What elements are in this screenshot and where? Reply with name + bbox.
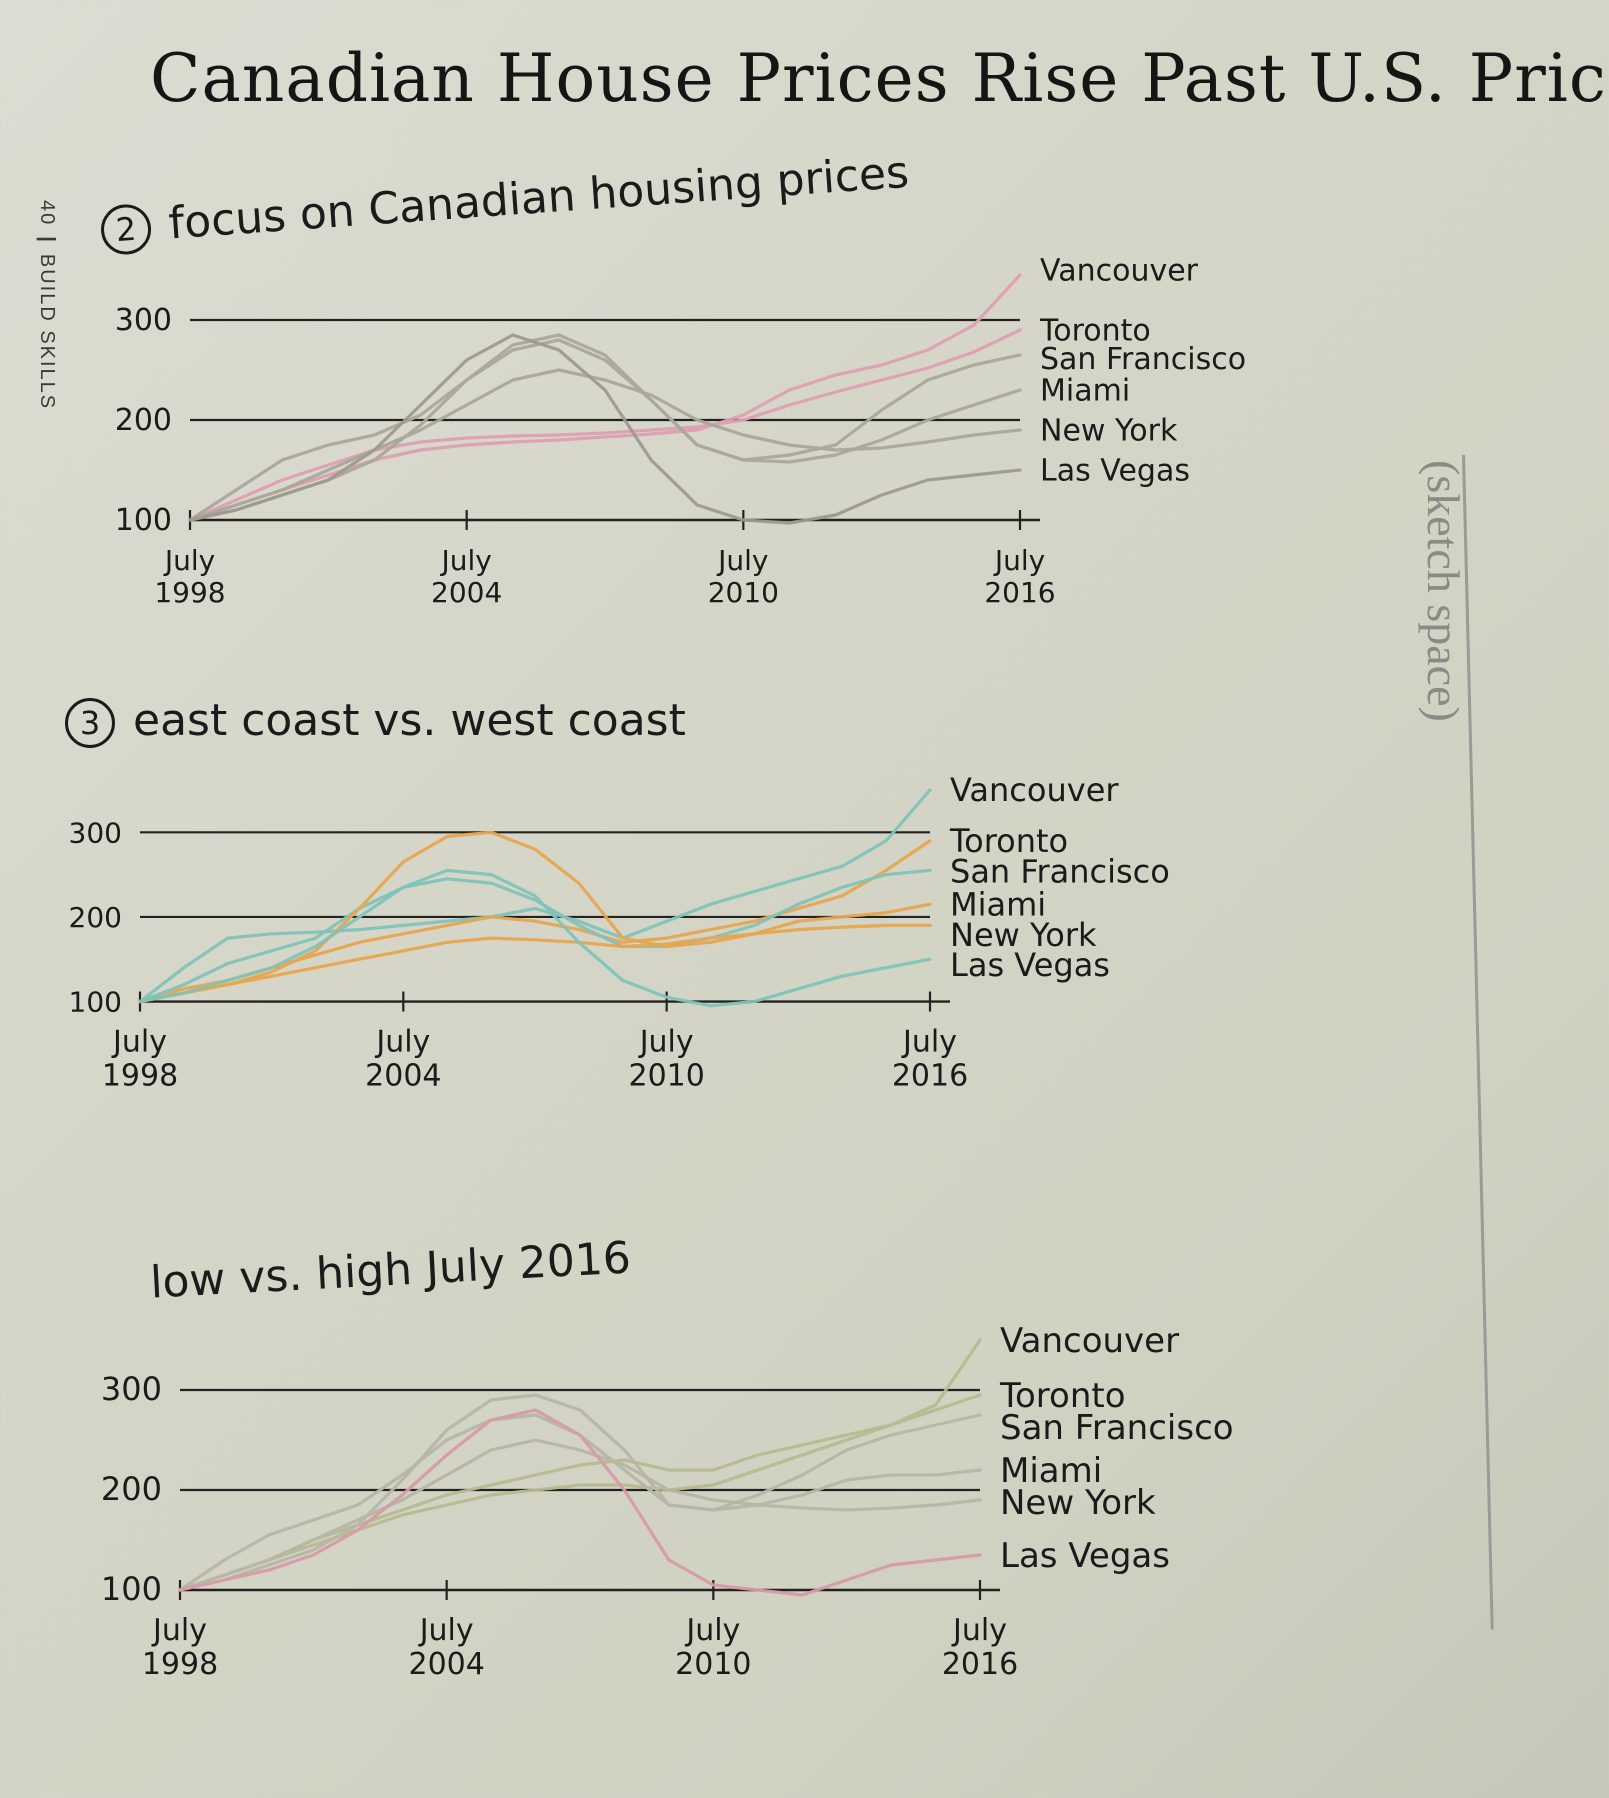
- x-tick-label: 1998: [102, 1059, 178, 1094]
- x-tick-label: 2004: [431, 576, 502, 609]
- y-tick-label: 300: [101, 1370, 162, 1408]
- series-label: Vancouver: [1000, 1321, 1179, 1361]
- series-line-san-francisco: [178, 1413, 982, 1592]
- section-heading-4: low vs. high July 2016: [149, 1232, 632, 1308]
- x-tick-label: July: [993, 544, 1045, 577]
- series-label: Miami: [1040, 374, 1130, 409]
- section-heading-3: 3 east coast vs. west coast: [65, 695, 686, 748]
- series-label: Toronto: [999, 1376, 1126, 1416]
- series-line-miami: [188, 333, 1022, 522]
- x-tick-label: July: [638, 1025, 694, 1060]
- x-tick-label: 2010: [708, 576, 779, 609]
- series-line-toronto: [178, 1393, 982, 1592]
- series-label: Las Vegas: [950, 946, 1110, 984]
- x-tick-label: July: [418, 1613, 474, 1648]
- series-line-las-vegas: [138, 868, 932, 1008]
- x-tick-label: July: [151, 1613, 207, 1648]
- series-label: Miami: [1000, 1451, 1102, 1491]
- y-tick-label: 300: [69, 816, 122, 849]
- x-tick-label: 1998: [154, 576, 225, 609]
- x-tick-label: July: [163, 544, 215, 577]
- series-label: Toronto: [1039, 314, 1151, 349]
- chart-east-vs-west: 100200300July1998July2004July2010July201…: [69, 771, 1170, 1094]
- x-tick-label: July: [111, 1025, 167, 1060]
- series-line-new-york: [178, 1438, 982, 1592]
- margin-separator: |: [36, 236, 58, 244]
- sketch-space-label: (sketch space): [1418, 460, 1469, 722]
- x-tick-label: 2016: [984, 576, 1055, 609]
- chart-low-vs-high: 100200300July1998July2004July2010July201…: [101, 1321, 1234, 1682]
- series-line-las-vegas: [178, 1408, 982, 1597]
- series-label: New York: [1000, 1483, 1156, 1523]
- series-line-new-york: [138, 923, 932, 1004]
- x-tick-label: 2004: [408, 1647, 484, 1682]
- x-tick-label: 1998: [142, 1647, 218, 1682]
- series-label: New York: [950, 916, 1097, 954]
- series-line-vancouver: [188, 273, 1022, 522]
- y-tick-label: 300: [115, 303, 172, 338]
- section-heading-text: low vs. high July 2016: [148, 1232, 633, 1309]
- y-tick-label: 200: [69, 901, 122, 934]
- series-line-vancouver: [138, 788, 932, 1004]
- section-heading-text: east coast vs. west coast: [133, 695, 686, 746]
- series-line-san-francisco: [138, 868, 932, 1004]
- series-label: New York: [1040, 414, 1178, 449]
- series-label: Vancouver: [1040, 254, 1199, 289]
- section-number-badge: 2: [99, 202, 153, 257]
- y-tick-label: 100: [69, 986, 122, 1019]
- series-line-toronto: [188, 328, 1022, 522]
- series-label: Vancouver: [950, 771, 1119, 809]
- series-line-new-york: [188, 368, 1022, 522]
- series-label: Miami: [950, 885, 1046, 923]
- x-tick-label: 2010: [675, 1647, 751, 1682]
- section-heading-text: focus on Canadian housing prices: [166, 146, 911, 250]
- series-label: Toronto: [949, 822, 1068, 860]
- x-tick-label: 2016: [892, 1059, 968, 1094]
- y-tick-label: 200: [115, 403, 172, 438]
- x-tick-label: July: [684, 1613, 740, 1648]
- y-tick-label: 100: [115, 503, 172, 538]
- page-margin-note: 40 | BUILD SKILLS: [35, 200, 58, 410]
- series-label: San Francisco: [1000, 1408, 1234, 1448]
- x-tick-label: July: [716, 544, 768, 577]
- page-title: Canadian House Prices Rise Past U.S. Pri…: [150, 40, 1609, 117]
- series-label: Las Vegas: [1000, 1536, 1170, 1576]
- y-tick-label: 200: [101, 1470, 162, 1508]
- y-tick-label: 100: [101, 1570, 162, 1608]
- series-label: San Francisco: [1040, 342, 1246, 377]
- series-line-las-vegas: [188, 333, 1022, 525]
- x-tick-label: July: [951, 1613, 1007, 1648]
- series-label: Las Vegas: [1040, 454, 1190, 489]
- x-tick-label: July: [439, 544, 491, 577]
- series-line-miami: [178, 1393, 982, 1592]
- series-line-san-francisco: [188, 338, 1022, 522]
- chart-canadian-focus: 100200300July1998July2004July2010July201…: [115, 254, 1246, 610]
- margin-section-label: BUILD SKILLS: [36, 253, 58, 411]
- section-number-badge: 3: [65, 698, 115, 748]
- page-number: 40: [36, 200, 58, 227]
- x-tick-label: 2016: [942, 1647, 1018, 1682]
- series-label: San Francisco: [950, 852, 1170, 890]
- x-tick-label: July: [901, 1025, 957, 1060]
- x-tick-label: 2010: [628, 1059, 704, 1094]
- x-tick-label: 2004: [365, 1059, 441, 1094]
- series-line-miami: [138, 830, 932, 1004]
- x-tick-label: July: [374, 1025, 430, 1060]
- series-line-vancouver: [178, 1338, 982, 1592]
- section-heading-2: 2 focus on Canadian housing prices: [99, 146, 911, 257]
